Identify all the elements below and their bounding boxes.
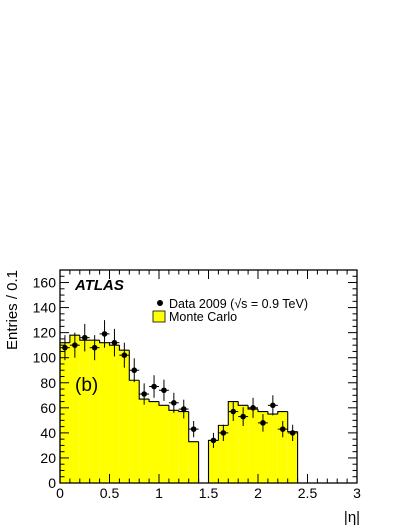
y-tick-label: 100	[33, 350, 57, 366]
y-tick-label: 140	[33, 300, 57, 316]
data-point	[62, 344, 68, 351]
mc-bar	[99, 342, 110, 483]
data-point	[121, 352, 128, 359]
data-point	[230, 408, 237, 415]
y-tick-label: 120	[33, 325, 57, 341]
data-point	[171, 400, 177, 406]
data-point	[161, 387, 167, 394]
y-tick-label: 80	[40, 375, 56, 391]
data-point	[180, 406, 187, 412]
mc-bar	[277, 411, 288, 483]
y-tick-label: 40	[40, 425, 56, 441]
legend-data-label: Data 2009 (√s = 0.9 TeV)	[169, 297, 308, 311]
data-point	[91, 344, 98, 351]
mc-bar	[129, 380, 140, 483]
data-point	[111, 339, 118, 346]
mc-bar	[258, 411, 268, 483]
legend-mc-label: Monte Carlo	[169, 310, 237, 324]
mc-bar	[238, 405, 249, 483]
mc-bar	[89, 340, 100, 483]
mc-bar	[69, 335, 80, 483]
mc-bar	[287, 431, 298, 483]
x-tick-label: 3	[353, 485, 361, 501]
mc-bar	[139, 399, 150, 483]
mc-bar	[60, 342, 70, 483]
legend-data-marker	[157, 300, 163, 306]
experiment-label: ATLAS	[74, 277, 124, 294]
mc-bar	[159, 405, 169, 483]
mc-bar	[119, 350, 130, 483]
axis-ticks	[59, 269, 358, 484]
x-tick-label: 0	[56, 485, 64, 501]
mc-bar	[208, 440, 219, 483]
data-point	[190, 426, 197, 432]
legend-mc-swatch	[152, 310, 166, 323]
x-tick-label: 0.5	[100, 485, 120, 501]
x-tick-label: 2.5	[298, 485, 318, 501]
mc-bar	[109, 345, 120, 483]
y-axis-label: Entries / 0.1	[4, 270, 21, 350]
x-axis-label: |η|	[344, 509, 360, 526]
data-point	[141, 391, 147, 397]
data-point	[101, 331, 108, 337]
monte-carlo-histogram	[59, 334, 299, 484]
data-point	[81, 334, 88, 341]
data-point	[289, 430, 296, 436]
data-point	[210, 437, 217, 444]
x-tick-labels: 0 0.5 1 1.5 2 2.5 3	[56, 485, 361, 501]
panel-label: (b)	[75, 375, 98, 396]
mc-bar	[188, 441, 199, 483]
data-point	[220, 430, 227, 436]
data-point	[240, 413, 246, 420]
data-point	[260, 420, 266, 426]
mc-bar	[267, 414, 278, 483]
data-point	[131, 367, 138, 374]
x-tick-label: 1	[155, 485, 163, 501]
mc-bar	[178, 411, 189, 483]
data-points	[60, 320, 298, 448]
mc-bar	[248, 409, 258, 483]
data-point	[250, 405, 256, 411]
y-tick-label: 160	[33, 275, 57, 291]
mc-bar	[228, 401, 239, 483]
data-point	[279, 426, 286, 432]
mc-bar	[218, 425, 229, 483]
legend: Data 2009 (√s = 0.9 TeV) Monte Carlo	[152, 297, 308, 324]
x-tick-label: 2	[254, 485, 262, 501]
mc-bar	[149, 401, 159, 483]
data-point	[151, 383, 157, 390]
data-point	[72, 342, 78, 348]
y-tick-label: 60	[40, 400, 56, 416]
mc-bar	[168, 410, 179, 483]
x-tick-label: 1.5	[199, 485, 219, 501]
y-tick-label: 0	[48, 475, 56, 491]
mc-bar	[79, 340, 90, 483]
y-tick-label: 20	[40, 450, 56, 466]
data-point	[270, 402, 276, 409]
y-tick-labels: 0 20 40 60 80 100 120 140 160	[33, 275, 57, 491]
